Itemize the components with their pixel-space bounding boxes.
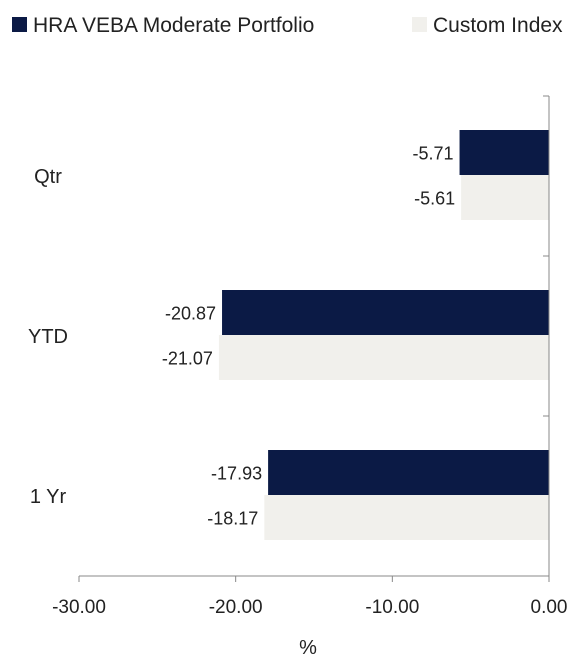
data-label-custom-index-1-yr: -18.17	[207, 509, 258, 529]
legend-label-hra-veba-moderate-portfolio: HRA VEBA Moderate Portfolio	[33, 14, 314, 37]
data-label-hra-veba-moderate-portfolio-qtr: -5.71	[413, 144, 454, 164]
bar-custom-index-ytd	[218, 335, 550, 380]
x-tick-label: -30.00	[52, 597, 106, 618]
category-label-qtr: Qtr	[34, 166, 62, 188]
legend-swatch-custom-index	[412, 17, 427, 32]
category-label-ytd: YTD	[28, 326, 68, 348]
data-label-hra-veba-moderate-portfolio-ytd: -20.87	[165, 304, 216, 324]
bar-hra-veba-moderate-portfolio-ytd	[222, 290, 549, 335]
data-label-custom-index-ytd: -21.07	[162, 349, 213, 369]
x-tick-label: 0.00	[531, 597, 568, 618]
legend-label-custom-index: Custom Index	[433, 14, 563, 37]
category-label-1-yr: 1 Yr	[30, 486, 67, 508]
bar-custom-index-qtr	[461, 175, 549, 220]
x-tick-label: -10.00	[365, 597, 419, 618]
x-tick-label: -20.00	[209, 597, 263, 618]
bar-hra-veba-moderate-portfolio-qtr	[459, 130, 549, 175]
x-axis-label: %	[299, 637, 317, 655]
data-label-custom-index-qtr: -5.61	[414, 189, 455, 209]
data-label-hra-veba-moderate-portfolio-1-yr: -17.93	[211, 464, 262, 484]
plot-area: -5.71 -5.61 Qtr -20.87 -21.07 YTD -17.93 -18.17…	[28, 95, 568, 618]
legend-swatch-hra-veba-moderate-portfolio	[12, 17, 27, 32]
bar-hra-veba-moderate-portfolio-1-yr	[268, 450, 549, 495]
bar-custom-index-1-yr	[264, 495, 549, 540]
legend: HRA VEBA Moderate Portfolio Custom Index	[12, 14, 563, 37]
